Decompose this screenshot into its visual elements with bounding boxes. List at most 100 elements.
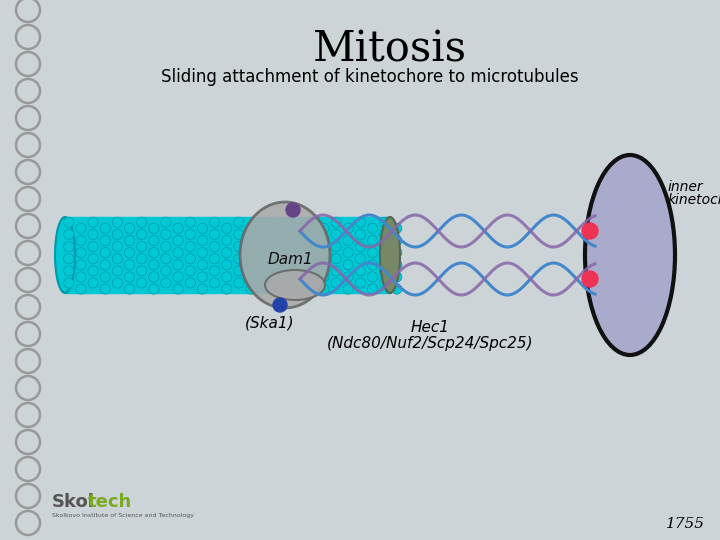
Circle shape: [185, 266, 195, 276]
Circle shape: [112, 278, 122, 288]
Circle shape: [282, 278, 292, 288]
Circle shape: [63, 230, 74, 240]
Circle shape: [222, 272, 232, 282]
Circle shape: [125, 235, 135, 246]
Circle shape: [307, 266, 317, 276]
Circle shape: [355, 278, 366, 288]
Circle shape: [149, 235, 159, 246]
Circle shape: [319, 235, 329, 246]
Circle shape: [246, 260, 256, 270]
Circle shape: [282, 266, 292, 276]
Circle shape: [197, 235, 207, 246]
Circle shape: [185, 241, 195, 252]
Text: (Ndc80/Nuf2/Scp24/Spc25): (Ndc80/Nuf2/Scp24/Spc25): [327, 336, 534, 351]
Circle shape: [246, 223, 256, 233]
Circle shape: [355, 266, 366, 276]
Circle shape: [88, 278, 98, 288]
Circle shape: [294, 247, 305, 258]
Circle shape: [197, 260, 207, 270]
Circle shape: [234, 230, 244, 240]
Circle shape: [270, 260, 280, 270]
Circle shape: [258, 230, 269, 240]
Circle shape: [355, 217, 366, 227]
Circle shape: [379, 278, 390, 288]
Circle shape: [137, 230, 147, 240]
Text: Skolkovo Institute of Science and Technology: Skolkovo Institute of Science and Techno…: [52, 514, 194, 518]
Circle shape: [161, 217, 171, 227]
Circle shape: [76, 223, 86, 233]
Ellipse shape: [585, 155, 675, 355]
Circle shape: [355, 241, 366, 252]
Ellipse shape: [240, 202, 330, 308]
Circle shape: [173, 284, 183, 294]
Text: Sliding attachment of kinetochore to microtubules: Sliding attachment of kinetochore to mic…: [161, 68, 579, 86]
Circle shape: [331, 254, 341, 264]
Circle shape: [319, 223, 329, 233]
Circle shape: [367, 260, 377, 270]
Circle shape: [379, 266, 390, 276]
Circle shape: [331, 241, 341, 252]
Circle shape: [282, 230, 292, 240]
Circle shape: [100, 284, 110, 294]
Circle shape: [185, 254, 195, 264]
Circle shape: [392, 247, 402, 258]
Circle shape: [63, 217, 74, 227]
Circle shape: [270, 223, 280, 233]
Circle shape: [173, 272, 183, 282]
Circle shape: [234, 266, 244, 276]
Circle shape: [125, 284, 135, 294]
Circle shape: [149, 272, 159, 282]
Circle shape: [100, 235, 110, 246]
Circle shape: [367, 223, 377, 233]
Circle shape: [125, 260, 135, 270]
Circle shape: [379, 241, 390, 252]
Circle shape: [100, 260, 110, 270]
Circle shape: [282, 254, 292, 264]
Text: Skol: Skol: [52, 493, 95, 511]
Circle shape: [197, 272, 207, 282]
Circle shape: [88, 266, 98, 276]
Circle shape: [379, 217, 390, 227]
Ellipse shape: [55, 217, 75, 293]
Circle shape: [125, 223, 135, 233]
Circle shape: [137, 266, 147, 276]
Text: Hec1: Hec1: [410, 320, 449, 335]
Circle shape: [343, 272, 354, 282]
Circle shape: [331, 217, 341, 227]
Circle shape: [149, 260, 159, 270]
Circle shape: [307, 278, 317, 288]
Circle shape: [307, 241, 317, 252]
Circle shape: [246, 284, 256, 294]
Circle shape: [149, 223, 159, 233]
Circle shape: [282, 241, 292, 252]
Circle shape: [161, 254, 171, 264]
Circle shape: [210, 241, 220, 252]
Circle shape: [161, 241, 171, 252]
Circle shape: [331, 230, 341, 240]
Circle shape: [185, 230, 195, 240]
Circle shape: [161, 266, 171, 276]
Circle shape: [343, 235, 354, 246]
Circle shape: [210, 254, 220, 264]
Circle shape: [197, 284, 207, 294]
Circle shape: [270, 235, 280, 246]
Circle shape: [173, 247, 183, 258]
Circle shape: [258, 217, 269, 227]
Circle shape: [161, 278, 171, 288]
Circle shape: [319, 272, 329, 282]
Text: kinetochore: kinetochore: [668, 193, 720, 207]
Circle shape: [137, 217, 147, 227]
Circle shape: [392, 223, 402, 233]
Circle shape: [63, 266, 74, 276]
Circle shape: [137, 254, 147, 264]
Circle shape: [76, 247, 86, 258]
Circle shape: [270, 284, 280, 294]
Circle shape: [173, 223, 183, 233]
Circle shape: [392, 272, 402, 282]
Circle shape: [286, 203, 300, 217]
Circle shape: [210, 278, 220, 288]
Circle shape: [222, 223, 232, 233]
Circle shape: [112, 266, 122, 276]
Circle shape: [246, 272, 256, 282]
Circle shape: [392, 284, 402, 294]
